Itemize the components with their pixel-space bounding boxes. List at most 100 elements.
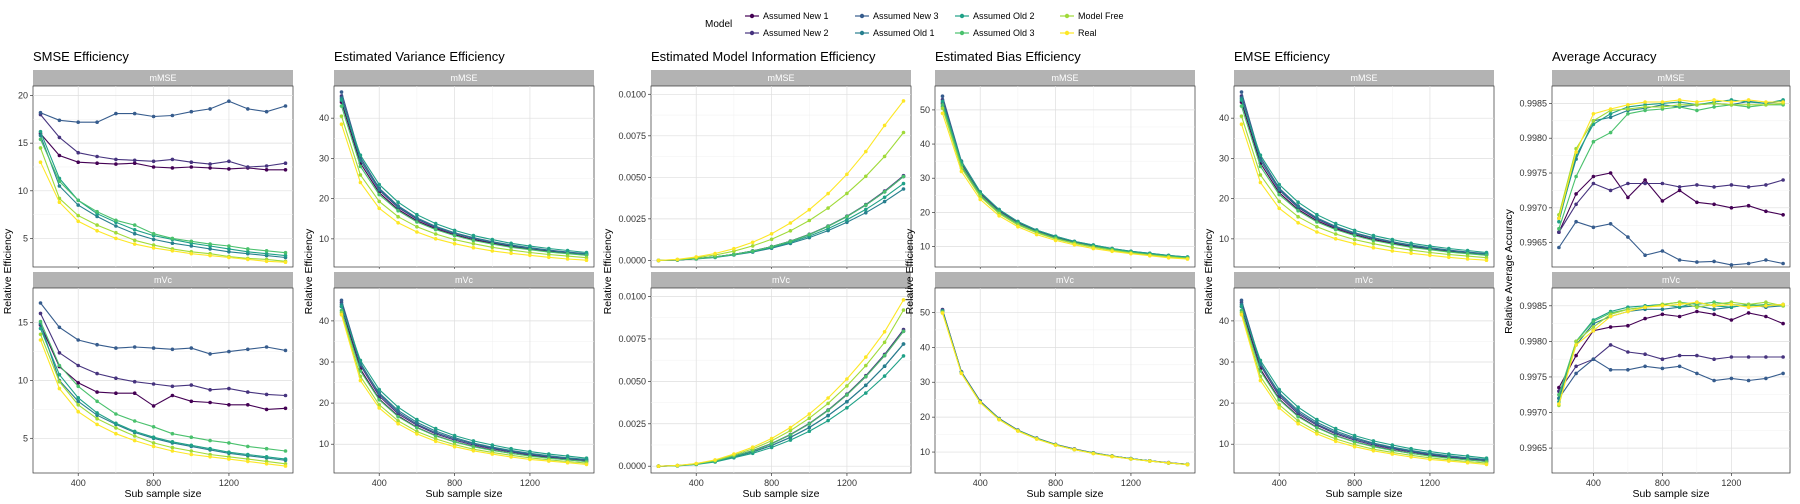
data-point xyxy=(1258,362,1263,366)
facet-strip-label: mVc xyxy=(455,275,474,285)
x-axis-title: Sub sample size xyxy=(425,488,502,500)
plot-area xyxy=(333,85,595,268)
data-point xyxy=(433,221,438,226)
data-point xyxy=(1764,258,1768,262)
facet: mVc 5 10 15 400 800 1200 xyxy=(18,272,294,488)
data-point xyxy=(189,443,194,448)
data-point xyxy=(415,432,419,436)
facet: mMSE 10 20 30 40 50 xyxy=(920,70,1196,269)
data-point xyxy=(208,166,212,170)
series xyxy=(940,111,1190,261)
data-point xyxy=(1447,246,1451,251)
data-point xyxy=(1608,222,1613,226)
data-point xyxy=(1712,312,1716,317)
series-line xyxy=(40,133,286,171)
series xyxy=(656,298,906,469)
legend-key-point xyxy=(1064,30,1070,36)
data-point xyxy=(396,200,400,204)
data-point xyxy=(170,236,175,241)
data-point xyxy=(584,250,589,255)
data-point xyxy=(38,319,43,324)
data-point xyxy=(565,254,570,258)
facet-strip-label: mMSE xyxy=(150,73,177,83)
data-point xyxy=(1626,309,1630,314)
data-point xyxy=(227,457,231,461)
data-point xyxy=(1352,228,1357,233)
data-point xyxy=(76,409,80,414)
data-point xyxy=(1746,355,1751,359)
data-point xyxy=(246,452,250,457)
y-tick-label: 0.0000 xyxy=(618,461,646,471)
data-point xyxy=(1239,114,1244,118)
data-point xyxy=(1390,237,1395,242)
data-point xyxy=(1390,242,1395,246)
data-point xyxy=(95,229,99,233)
y-tick-label: 0.9970 xyxy=(1519,408,1547,418)
y-tick-label: 20 xyxy=(319,194,329,204)
y-tick-label: 0.9985 xyxy=(1519,301,1547,311)
series-line xyxy=(1240,312,1487,464)
data-point xyxy=(1643,178,1647,182)
data-point xyxy=(1626,235,1630,239)
data-point xyxy=(1333,227,1338,232)
chart-title: Estimated Bias Efficiency xyxy=(935,49,1081,64)
data-point xyxy=(76,396,80,400)
series-line xyxy=(1558,301,1784,405)
series-line xyxy=(39,339,286,467)
data-point xyxy=(1296,204,1300,209)
series-line xyxy=(1240,310,1487,463)
x-axis-title: Sub sample size xyxy=(1632,488,1709,500)
data-point xyxy=(227,403,231,407)
data-point xyxy=(1016,429,1020,433)
y-tick-label: 30 xyxy=(920,173,930,183)
data-point xyxy=(1333,426,1338,431)
data-point xyxy=(189,244,194,248)
data-point xyxy=(1574,353,1578,358)
data-point xyxy=(528,457,532,462)
data-point xyxy=(1746,203,1751,208)
data-point xyxy=(283,253,288,258)
series-line xyxy=(658,100,904,261)
data-point xyxy=(57,184,62,188)
data-point xyxy=(57,200,62,204)
data-point xyxy=(1695,305,1699,310)
data-point xyxy=(1484,258,1489,263)
data-point xyxy=(1016,224,1020,229)
y-tick-label: 40 xyxy=(920,342,930,352)
data-point xyxy=(227,159,231,164)
data-point xyxy=(845,172,849,177)
data-point xyxy=(1695,200,1699,205)
series xyxy=(339,104,589,258)
data-point xyxy=(1072,447,1077,452)
data-point xyxy=(1296,200,1300,204)
data-point xyxy=(1626,181,1630,186)
series-line xyxy=(941,108,1188,260)
legend-key-point xyxy=(1064,13,1070,19)
y-tick-label: 5 xyxy=(23,433,28,443)
x-tick-label: 1200 xyxy=(520,478,540,488)
data-point xyxy=(1239,90,1244,94)
data-point xyxy=(114,230,118,235)
x-tick-label: 400 xyxy=(973,478,988,488)
data-point xyxy=(433,237,438,241)
data-point xyxy=(1239,304,1244,309)
data-point xyxy=(1166,461,1171,465)
series-line xyxy=(39,334,286,465)
data-point xyxy=(490,237,495,242)
data-point xyxy=(1660,312,1665,317)
data-point xyxy=(57,379,62,384)
data-point xyxy=(452,433,457,438)
data-point xyxy=(1296,419,1300,423)
series-line xyxy=(1240,306,1487,459)
data-point xyxy=(76,363,80,368)
data-point xyxy=(377,206,382,211)
data-point xyxy=(246,247,250,251)
data-point xyxy=(95,390,99,394)
data-point xyxy=(1484,250,1489,255)
plot-area xyxy=(934,287,1196,474)
data-point xyxy=(547,255,551,260)
plot-area xyxy=(1233,85,1495,268)
data-point xyxy=(547,246,551,251)
y-tick-label: 10 xyxy=(1219,439,1229,449)
